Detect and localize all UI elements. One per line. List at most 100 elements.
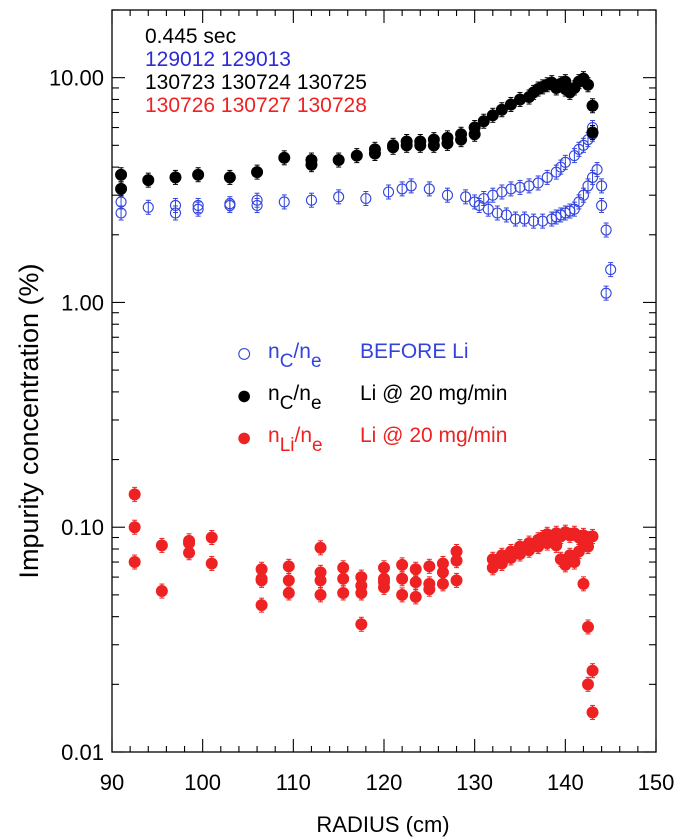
data-point xyxy=(436,566,449,579)
legend-formula: nC/ne xyxy=(268,382,322,414)
data-point xyxy=(423,560,436,573)
data-point xyxy=(596,180,608,192)
data-point xyxy=(155,539,168,552)
data-point xyxy=(591,164,603,176)
y-tick-label: 0.01 xyxy=(61,740,104,765)
data-point xyxy=(441,189,454,201)
x-tick-label: 100 xyxy=(184,770,221,795)
data-point xyxy=(255,599,268,612)
data-point xyxy=(355,586,368,599)
data-point xyxy=(192,168,205,181)
legend-formula: nLi/ne xyxy=(268,424,323,456)
data-point xyxy=(115,182,128,195)
data-point xyxy=(486,109,499,122)
data-point xyxy=(255,572,268,585)
data-point xyxy=(482,203,494,215)
data-point xyxy=(577,189,590,201)
data-point xyxy=(450,554,463,567)
data-point xyxy=(500,209,512,221)
x-tick-label: 150 xyxy=(638,770,674,795)
data-point xyxy=(223,171,236,184)
data-point xyxy=(600,287,612,299)
data-point xyxy=(332,154,345,167)
data-point xyxy=(337,572,350,585)
data-point xyxy=(305,154,318,167)
x-tick-label: 90 xyxy=(100,770,124,795)
data-point xyxy=(400,135,413,148)
data-point xyxy=(559,156,571,168)
x-tick-label: 110 xyxy=(276,770,311,795)
data-point xyxy=(460,191,472,203)
data-point xyxy=(409,590,422,603)
data-point xyxy=(314,588,327,601)
data-point xyxy=(183,546,196,559)
y-tick-label: 1.00 xyxy=(61,290,104,315)
data-point xyxy=(355,618,368,631)
legend-label: Li @ 20 mg/min xyxy=(360,424,507,447)
annotation-2: 130723 130724 130725 xyxy=(145,71,367,94)
data-point xyxy=(577,577,590,590)
data-point xyxy=(142,201,154,213)
legend-entry-1: ● nC/ne Li @ 20 mg/min xyxy=(236,380,507,414)
axes-frame xyxy=(111,9,657,753)
series-0 xyxy=(115,120,617,301)
data-point xyxy=(586,99,599,112)
data-point xyxy=(128,521,141,534)
data-point xyxy=(205,531,218,544)
data-point xyxy=(155,585,168,598)
data-point xyxy=(568,556,581,569)
data-point xyxy=(305,194,318,206)
data-point xyxy=(396,558,409,571)
data-point xyxy=(251,166,264,179)
data-point xyxy=(409,576,422,589)
data-point xyxy=(586,664,599,677)
data-point xyxy=(115,168,128,181)
data-point xyxy=(582,678,594,691)
data-point xyxy=(468,121,481,134)
legend-symbol: ● xyxy=(236,380,252,410)
data-point xyxy=(504,98,517,111)
data-point xyxy=(600,224,612,236)
data-point xyxy=(192,203,204,215)
data-point xyxy=(441,131,454,144)
data-point xyxy=(282,574,295,587)
data-point xyxy=(396,572,409,585)
data-point xyxy=(427,133,440,146)
y-axis: 0.01 0.10 1.00 10.00 xyxy=(49,9,656,765)
annotation-1: 129012 129013 xyxy=(145,48,291,71)
data-point xyxy=(450,574,463,587)
legend-entry-2: ● nLi/ne Li @ 20 mg/min xyxy=(236,422,507,456)
legend-label: Li @ 20 mg/min xyxy=(360,382,507,405)
data-point xyxy=(169,207,182,219)
legend-entry-0: ○ nC/ne BEFORE Li xyxy=(236,338,469,372)
data-point xyxy=(514,181,526,193)
data-point xyxy=(586,530,599,543)
data-point xyxy=(436,577,449,590)
data-point xyxy=(387,139,400,152)
data-point xyxy=(586,706,599,719)
data-point xyxy=(532,177,544,189)
y-tick-label: 10.00 xyxy=(49,66,104,91)
y-axis-label: Impurity concentration (%) xyxy=(14,263,44,578)
data-point xyxy=(337,586,350,599)
x-axis: 90 100 110 120 130 140 150 xyxy=(100,10,674,795)
y-tick-label: 0.10 xyxy=(61,515,104,540)
data-point xyxy=(586,126,599,139)
data-point xyxy=(455,128,468,141)
data-point xyxy=(495,103,508,116)
data-point xyxy=(409,563,422,576)
data-point xyxy=(350,149,363,162)
data-point xyxy=(115,207,127,219)
data-point xyxy=(282,560,295,573)
data-point xyxy=(314,541,327,554)
x-tick-label: 140 xyxy=(547,770,584,795)
series-3 xyxy=(128,486,599,720)
data-point xyxy=(128,488,141,501)
data-point xyxy=(596,199,608,212)
data-point xyxy=(278,151,291,164)
data-point xyxy=(423,183,435,195)
data-point xyxy=(582,180,594,192)
plot-frame xyxy=(111,9,657,753)
data-point xyxy=(423,583,436,596)
